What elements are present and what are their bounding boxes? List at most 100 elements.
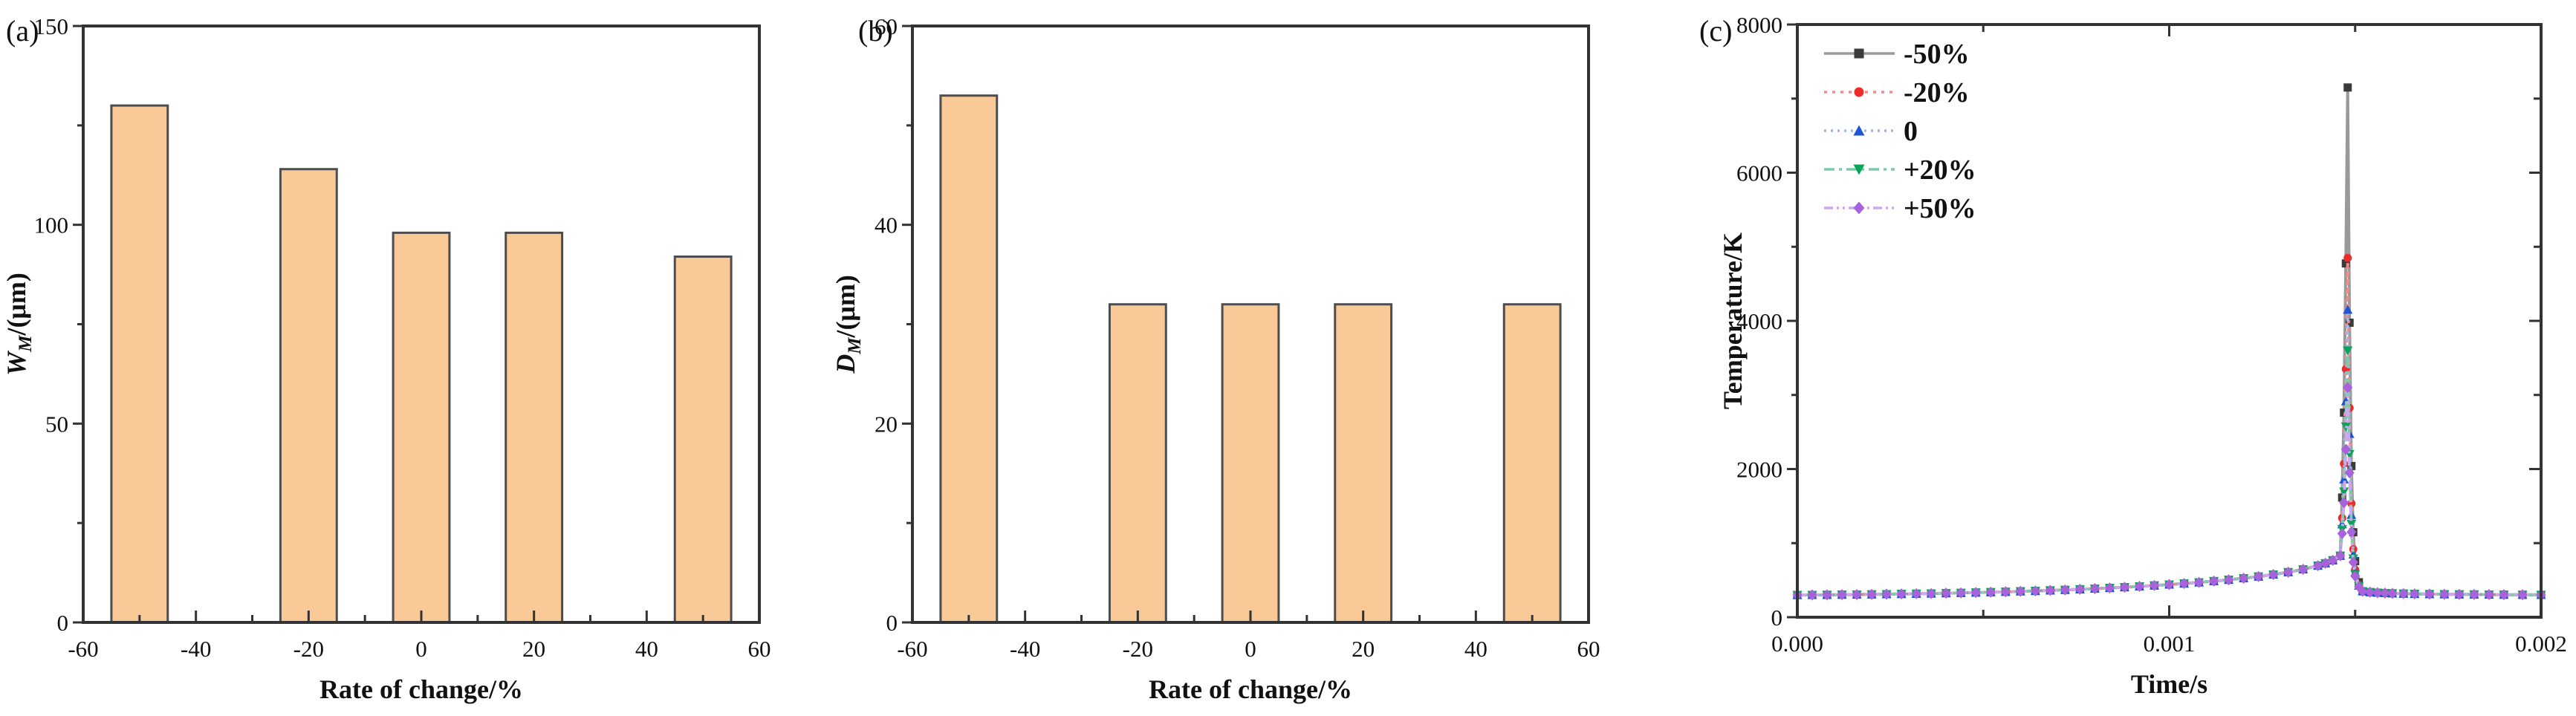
data-point-marker bbox=[1941, 588, 1951, 599]
legend-marker-circle-icon bbox=[1854, 87, 1864, 97]
legend-item--20%: -20% bbox=[1824, 77, 1970, 108]
data-point-marker bbox=[2343, 253, 2352, 262]
x-tick-label: -20 bbox=[1123, 636, 1153, 662]
data-point-marker bbox=[2339, 487, 2349, 497]
x-tick-label: 0 bbox=[1245, 636, 1256, 662]
data-point-marker bbox=[2224, 574, 2234, 586]
data-point-marker bbox=[2410, 588, 2420, 600]
series-0 bbox=[1792, 305, 2546, 599]
data-point-marker bbox=[2387, 588, 2398, 599]
bar--50 bbox=[110, 104, 169, 624]
y-tick-label: 40 bbox=[875, 212, 898, 238]
data-point-marker bbox=[2358, 585, 2368, 597]
legend-item-0: 0 bbox=[1824, 116, 1918, 147]
data-point-marker bbox=[2484, 588, 2494, 600]
data-point-marker bbox=[2346, 519, 2357, 529]
data-point-marker bbox=[1896, 588, 1907, 600]
data-point-marker bbox=[2347, 461, 2356, 470]
bar--20 bbox=[279, 168, 338, 624]
data-point-marker bbox=[2149, 579, 2159, 591]
data-point-marker bbox=[2164, 579, 2174, 590]
data-point-marker bbox=[2239, 573, 2249, 585]
data-point-marker bbox=[1985, 586, 1996, 598]
data-point-marker bbox=[2380, 587, 2390, 599]
bar--20 bbox=[1108, 303, 1167, 624]
y-tick-label: 8000 bbox=[1736, 12, 1782, 38]
data-point-marker bbox=[1911, 588, 1921, 599]
data-point-marker bbox=[2340, 443, 2351, 455]
x-tick-label: 60 bbox=[1577, 636, 1600, 662]
y-tick-label: 2000 bbox=[1736, 457, 1782, 483]
data-point-marker bbox=[1822, 589, 1832, 601]
data-point-marker bbox=[2339, 474, 2349, 484]
x-tick-label: 40 bbox=[635, 636, 658, 662]
bar-0 bbox=[1221, 303, 1280, 624]
data-point-marker bbox=[2398, 588, 2409, 599]
data-point-marker bbox=[2348, 556, 2358, 568]
data-point-marker bbox=[2254, 570, 2264, 582]
data-point-marker bbox=[2335, 550, 2346, 562]
legend-marker-square-icon bbox=[1854, 48, 1864, 59]
legend-label: +50% bbox=[1904, 193, 1976, 224]
x-tick-label: 40 bbox=[1464, 636, 1487, 662]
data-point-marker bbox=[1956, 587, 1966, 599]
data-point-marker bbox=[2343, 305, 2353, 314]
data-point-marker bbox=[2060, 584, 2070, 596]
data-point-marker bbox=[2337, 527, 2347, 539]
legend-marker-diamond-icon bbox=[1853, 201, 1865, 215]
legend-label: +20% bbox=[1904, 154, 1976, 186]
bar-20 bbox=[1334, 303, 1393, 624]
x-tick-label: 0.001 bbox=[2144, 631, 2196, 657]
data-point-marker bbox=[2340, 409, 2349, 417]
plot-frame-c bbox=[1796, 23, 2543, 619]
y-tick-label: 6000 bbox=[1736, 160, 1782, 186]
legend-marker-triangle-down-icon bbox=[1853, 164, 1865, 175]
x-axis-title-b: Rate of change/% bbox=[1149, 674, 1352, 704]
bar--50 bbox=[939, 94, 999, 624]
data-point-marker bbox=[2344, 466, 2355, 478]
panel-b: (b) -60 -40 -20 0 20 40 60 0 20 40 60 Rate of change… bbox=[831, 13, 1600, 704]
data-point-marker bbox=[2045, 585, 2055, 596]
legend-item--50%: -50% bbox=[1824, 39, 1970, 70]
x-tick-label: 20 bbox=[522, 636, 545, 662]
series-line-0 bbox=[1797, 309, 2542, 597]
x-tick-label: 60 bbox=[748, 636, 771, 662]
data-point-marker bbox=[1807, 589, 1817, 601]
series-line--20% bbox=[1797, 258, 2542, 597]
data-point-marker bbox=[2074, 583, 2085, 595]
data-point-marker bbox=[2089, 582, 2100, 594]
y-axis-title-c: Temperature/K bbox=[1718, 232, 1748, 409]
data-point-marker bbox=[2209, 575, 2219, 587]
data-point-marker bbox=[2365, 586, 2375, 598]
legend-marker-triangle-up-icon bbox=[1853, 125, 1865, 136]
data-point-marker bbox=[2283, 566, 2294, 578]
data-point-marker bbox=[2439, 588, 2450, 600]
series-+20% bbox=[1792, 346, 2546, 600]
panel-a: (a) -60 -40 -20 0 20 40 60 0 50 100 150 Rate of chan… bbox=[1, 13, 771, 704]
y-tick-label: 100 bbox=[34, 212, 69, 238]
data-point-marker bbox=[2119, 582, 2129, 593]
data-point-marker bbox=[2313, 560, 2323, 572]
x-tick-label: 20 bbox=[1352, 636, 1375, 662]
y-tick-label: 20 bbox=[875, 411, 898, 437]
data-point-marker bbox=[2343, 346, 2353, 356]
data-point-marker bbox=[2298, 564, 2309, 576]
x-tick-label: 0 bbox=[415, 636, 427, 662]
y-tick-label: 0 bbox=[886, 610, 898, 636]
x-axis-title-a: Rate of change/% bbox=[319, 674, 523, 704]
legend-label: -20% bbox=[1904, 77, 1970, 108]
y-tick-label: 0 bbox=[1771, 605, 1783, 631]
y-tick-label: 150 bbox=[34, 13, 69, 39]
data-point-marker bbox=[1837, 589, 1847, 601]
data-point-marker bbox=[1881, 588, 1892, 600]
panel-label-c: (c) bbox=[1699, 14, 1732, 48]
data-point-marker bbox=[2328, 554, 2338, 566]
bar-50 bbox=[1502, 303, 1562, 624]
legend: -50% -20% 0 +20% +50% bbox=[1824, 39, 1976, 224]
series-+50% bbox=[1792, 382, 2546, 601]
x-tick-label: -60 bbox=[68, 636, 98, 662]
data-point-marker bbox=[2343, 382, 2353, 394]
data-point-marker bbox=[2194, 576, 2204, 588]
data-point-marker bbox=[2015, 585, 2025, 597]
